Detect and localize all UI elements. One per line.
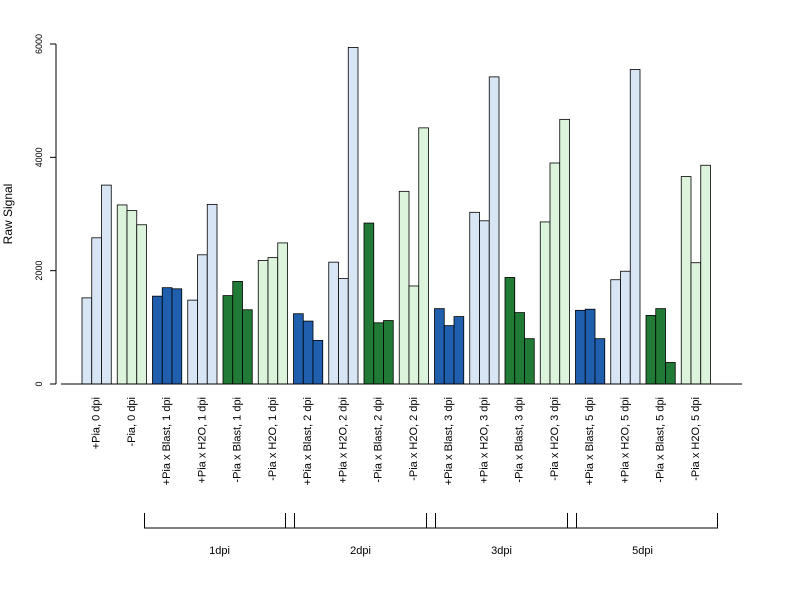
y-tick-label: 4000: [34, 147, 44, 167]
y-tick-label: 6000: [34, 34, 44, 54]
x-tick-label: +Pia x Blast, 2 dpi: [302, 397, 314, 485]
bar: [363, 222, 375, 385]
group-bracket: [144, 513, 295, 529]
bar: [328, 261, 339, 385]
group-label: 2dpi: [350, 545, 371, 557]
bar: [575, 309, 586, 385]
bar: [665, 362, 676, 385]
x-tick-label: -Pia x Blast, 5 dpi: [655, 397, 667, 483]
bar: [434, 308, 445, 385]
x-tick-label: +Pia x H2O, 1 dpi: [196, 397, 208, 484]
bar: [126, 210, 138, 385]
bar: [408, 285, 420, 385]
group-brackets: 1dpi 2dpi 3dpi 5dpi: [144, 513, 718, 557]
bar: [347, 47, 359, 385]
y-tick-label: 2000: [34, 261, 44, 281]
x-tick-label: -Pia x H2O, 2 dpi: [408, 397, 420, 481]
bar: [197, 254, 208, 385]
x-tick-label: +Pia x Blast, 1 dpi: [161, 397, 173, 485]
bars: [81, 47, 711, 385]
bar: [514, 312, 525, 385]
bar: [594, 338, 606, 385]
bar: [680, 176, 692, 385]
bar: [443, 325, 455, 385]
x-tick-label: +Pia x H2O, 2 dpi: [337, 397, 349, 484]
x-tick-label: -Pia x H2O, 5 dpi: [690, 397, 702, 481]
bar: [293, 313, 304, 385]
bar: [645, 315, 657, 385]
x-tick-label: -Pia x H2O, 1 dpi: [267, 397, 279, 481]
x-tick-label: +Pia x Blast, 3 dpi: [443, 397, 455, 485]
bar: [620, 270, 631, 385]
bar: [267, 257, 279, 385]
bar: [242, 309, 253, 385]
x-tick-label: +Pia, 0 dpi: [91, 397, 103, 449]
group-label: 5dpi: [632, 545, 653, 557]
x-tick-label: -Pia x H2O, 3 dpi: [549, 397, 561, 481]
x-tick-label: +Pia x H2O, 3 dpi: [478, 397, 490, 484]
bar: [152, 295, 163, 385]
y-tick-label: 0: [34, 381, 44, 386]
bar: [549, 162, 561, 385]
bar: [524, 338, 535, 385]
bar: [161, 287, 173, 385]
x-tick-label: -Pia x Blast, 3 dpi: [514, 397, 526, 483]
bar: [232, 281, 243, 385]
group-bracket: [285, 513, 436, 529]
bar: [629, 69, 641, 385]
bar: [469, 211, 480, 385]
bar: [479, 220, 490, 385]
bar: [655, 308, 666, 385]
y-axis: 0 2000 4000 6000: [34, 34, 57, 387]
bar: [700, 164, 711, 385]
group-label: 1dpi: [209, 545, 230, 557]
group-bracket: [567, 513, 718, 529]
x-tick-label: -Pia x Blast, 2 dpi: [373, 397, 385, 483]
bar: [539, 221, 551, 385]
x-tick-labels: +Pia, 0 dpi -Pia, 0 dpi +Pia x Blast, 1 dp…: [91, 397, 702, 485]
group-label: 3dpi: [491, 545, 512, 557]
bar: [91, 237, 102, 385]
bar: [257, 260, 269, 385]
x-tick-label: +Pia x H2O, 5 dpi: [619, 397, 631, 484]
bar: [136, 224, 147, 385]
bar: [187, 299, 198, 385]
bar: [584, 308, 596, 385]
x-tick-label: -Pia x Blast, 1 dpi: [232, 397, 244, 483]
bar: [559, 118, 570, 385]
bar: [81, 297, 93, 385]
bar: [398, 190, 410, 385]
bar: [690, 262, 702, 385]
x-tick-label: +Pia x Blast, 5 dpi: [584, 397, 596, 485]
bar: [206, 203, 218, 385]
y-axis-label: Raw Signal: [1, 184, 15, 245]
bar: [488, 76, 500, 385]
bar: [338, 278, 349, 385]
bar: [312, 339, 324, 385]
bar: [101, 184, 112, 385]
bar: [504, 277, 516, 385]
bar: [610, 279, 621, 385]
bar: [302, 320, 314, 385]
x-tick-label: -Pia, 0 dpi: [126, 397, 138, 447]
bar: [418, 127, 429, 385]
bar: [116, 204, 128, 385]
bar: [453, 316, 465, 385]
bar: [373, 322, 384, 385]
bar: [222, 295, 234, 385]
bar: [383, 320, 394, 385]
group-bracket: [426, 513, 577, 529]
bar: [171, 288, 183, 385]
bar: [277, 242, 288, 385]
